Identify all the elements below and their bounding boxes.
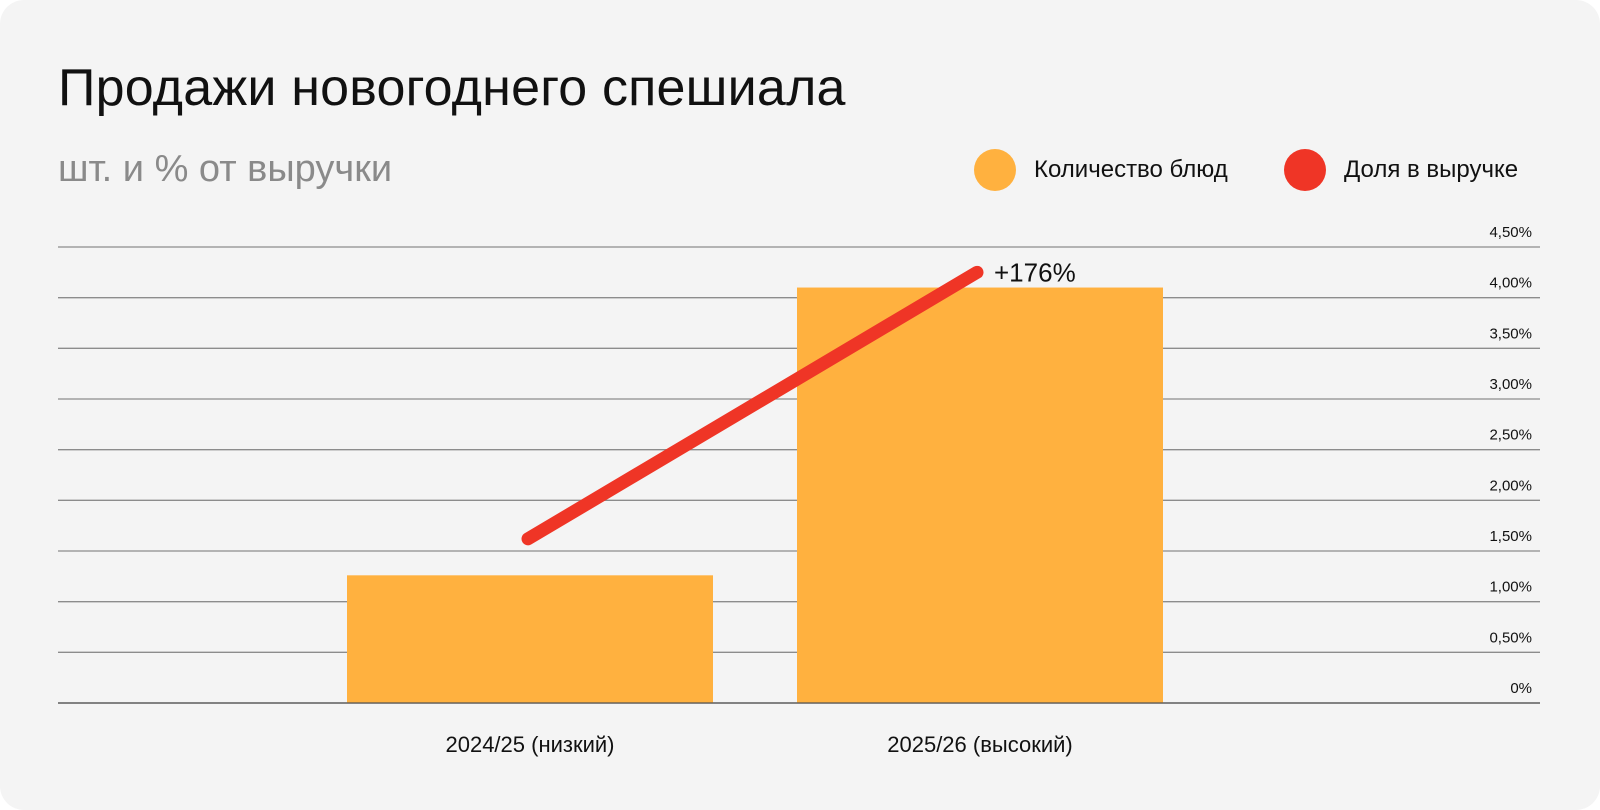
x-tick-label: 2025/26 (высокий) xyxy=(887,732,1072,757)
y-tick-label: 3,00% xyxy=(1489,376,1532,393)
y-tick-label: 4,50% xyxy=(1489,224,1532,241)
series-point xyxy=(527,537,529,540)
legend-label-revenue-share: Доля в выручке xyxy=(1344,156,1519,183)
series-point xyxy=(976,271,978,274)
change-annotation: +176% xyxy=(994,257,1076,287)
chart-title: Продажи новогоднего спешиала xyxy=(58,59,846,117)
legend-swatch-red xyxy=(1284,149,1326,191)
bar xyxy=(797,287,1163,703)
y-tick-label: 2,50% xyxy=(1489,427,1532,444)
y-tick-label: 0,50% xyxy=(1489,629,1532,646)
x-tick-label: 2024/25 (низкий) xyxy=(445,732,614,757)
y-tick-label: 4,00% xyxy=(1489,275,1532,292)
bar xyxy=(347,575,713,703)
legend-item-revenue-share: Доля в выручке xyxy=(1284,148,1518,192)
y-tick-label: 1,50% xyxy=(1489,528,1532,545)
y-tick-label: 1,00% xyxy=(1489,579,1532,596)
legend-label-dish-count: Количество блюд xyxy=(1034,156,1228,183)
legend-swatch-orange xyxy=(974,149,1016,191)
y-tick-label: 2,00% xyxy=(1489,477,1532,494)
legend-item-dish-count: Количество блюд xyxy=(974,148,1228,192)
y-tick-label: 3,50% xyxy=(1489,325,1532,342)
chart-subtitle: шт. и % от выручки xyxy=(58,148,393,190)
series-line xyxy=(521,265,984,546)
y-tick-label: 0% xyxy=(1510,680,1532,697)
